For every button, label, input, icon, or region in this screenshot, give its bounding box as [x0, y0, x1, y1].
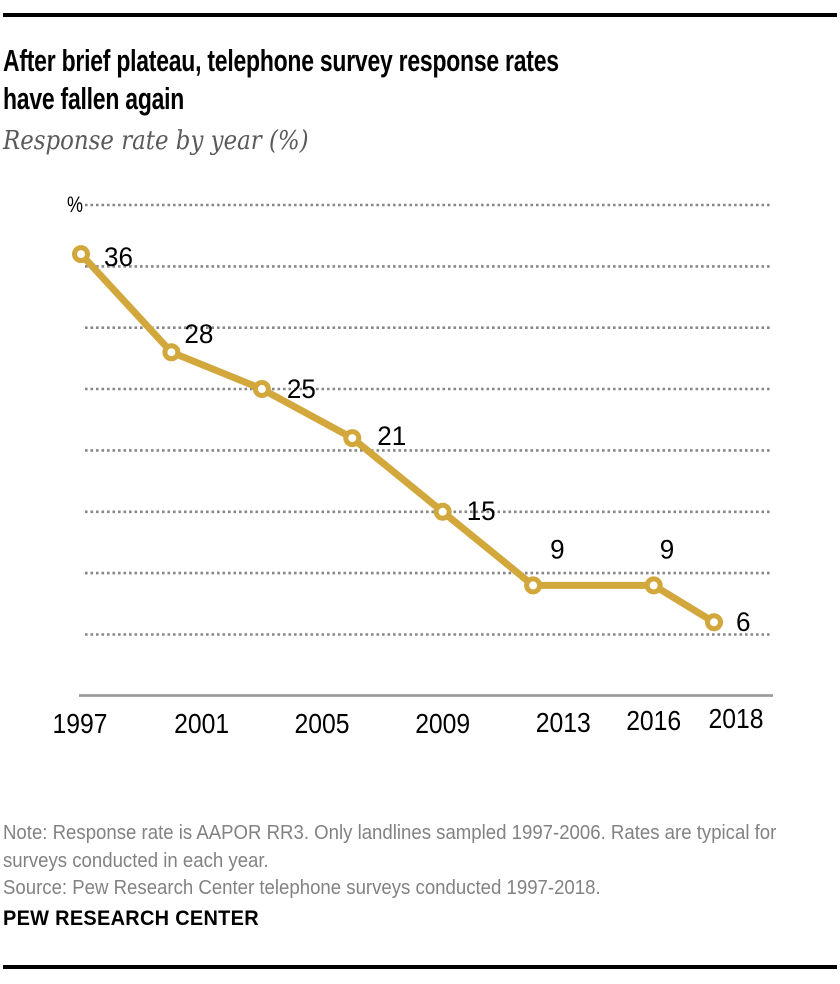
x-axis-label: 2001: [174, 708, 229, 739]
data-point-label: 15: [467, 496, 496, 526]
x-axis-label: 2005: [295, 708, 350, 739]
source-text: Source: Pew Research Center telephone su…: [3, 877, 601, 899]
note-text-line1: Note: Response rate is AAPOR RR3. Only l…: [3, 822, 777, 844]
chart-area: % 36 28 25 21 15 9 9 6 1997 2001 2005 2009 2013 2016 20…: [53, 192, 773, 739]
data-point-marker: [343, 429, 362, 448]
top-divider: [3, 13, 837, 17]
data-point-label: 28: [184, 319, 213, 349]
data-point-label: 25: [287, 374, 316, 404]
x-axis-label: 2018: [709, 703, 764, 734]
data-point-label: 6: [736, 607, 751, 637]
chart-title-line1: After brief plateau, telephone survey re…: [3, 43, 559, 78]
percent-unit-label: %: [67, 192, 83, 217]
chart-subtitle: Response rate by year (%): [3, 126, 309, 156]
line-chart: % 36 28 25 21 15 9 9 6 1997 2001 2005 2009 2013 2016 20…: [53, 192, 773, 739]
data-point-marker: [705, 613, 723, 632]
data-point-label: 9: [550, 534, 565, 564]
x-axis-label: 2013: [536, 707, 591, 738]
chart-title: After brief plateau, telephone survey re…: [3, 42, 617, 118]
data-point-label: 9: [660, 534, 675, 564]
note-text-line2: surveys conducted in each year.: [3, 849, 269, 872]
data-point-marker: [252, 380, 271, 398]
brand-footer: PEW RESEARCH CENTER: [3, 907, 259, 930]
x-axis-label: 1997: [53, 708, 108, 739]
data-point-marker: [433, 502, 452, 521]
trend-line: [78, 251, 716, 626]
data-point-marker: [72, 245, 90, 264]
data-point-label: 36: [104, 242, 133, 272]
chart-notes: Note: Response rate is AAPOR RR3. Only l…: [3, 820, 776, 903]
data-point-marker: [524, 576, 543, 595]
data-point-label: 21: [377, 421, 406, 451]
x-axis-label: 2016: [626, 705, 681, 736]
data-point-marker: [644, 576, 663, 595]
chart-title-line2: have fallen again: [3, 81, 185, 116]
data-point-marker: [162, 343, 181, 362]
bottom-divider: [3, 965, 837, 969]
x-axis-label: 2009: [415, 708, 470, 739]
